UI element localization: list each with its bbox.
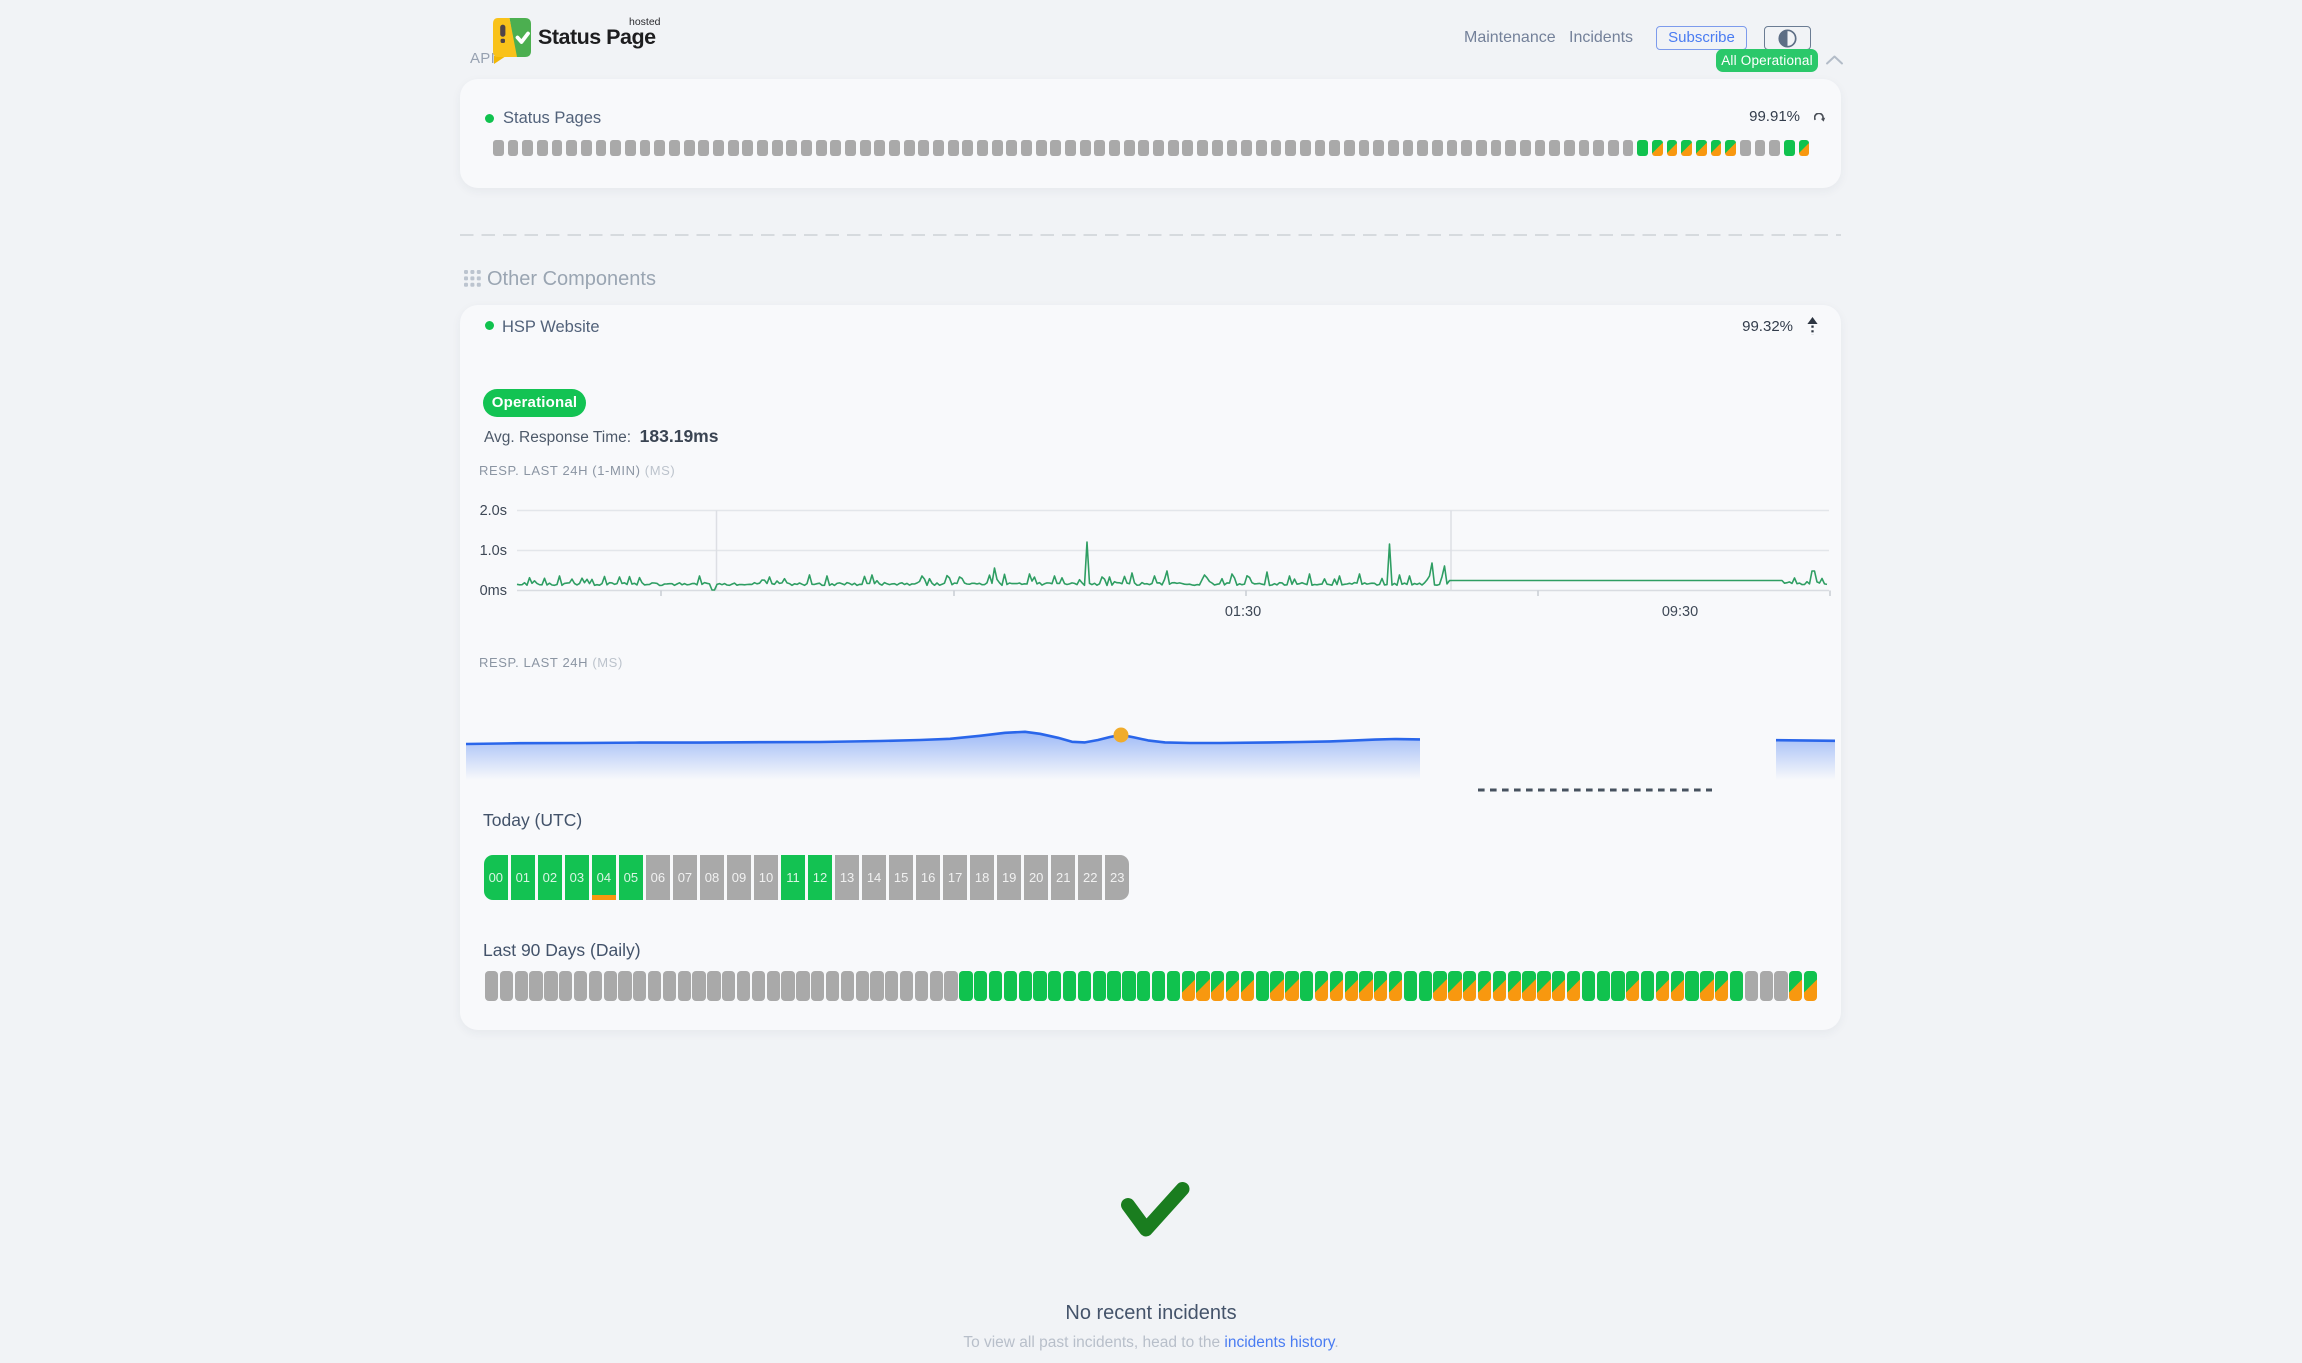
svg-text:0ms: 0ms — [480, 583, 507, 599]
svg-text:2.0s: 2.0s — [480, 503, 507, 519]
svg-text:1.0s: 1.0s — [480, 543, 507, 559]
svg-text:09:30: 09:30 — [1662, 604, 1698, 620]
svg-text:01:30: 01:30 — [1225, 604, 1261, 620]
